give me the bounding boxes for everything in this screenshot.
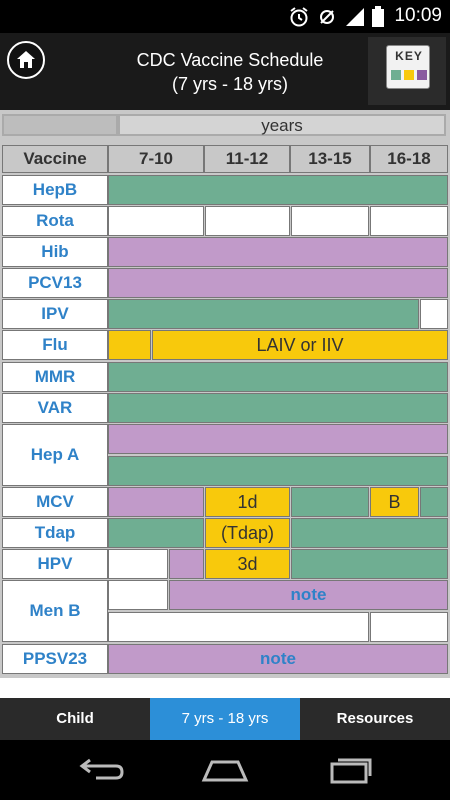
- vaccine-hepb[interactable]: HepB: [2, 175, 108, 205]
- tdap-dose-cell: (Tdap): [205, 518, 290, 548]
- key-button[interactable]: KEY: [368, 37, 446, 105]
- mcv-cell: [420, 487, 448, 517]
- home-nav-icon[interactable]: [200, 758, 250, 784]
- page-subtitle: (7 yrs - 18 yrs): [171, 74, 288, 94]
- rota-cell: [370, 206, 448, 236]
- hpv-cell: [291, 549, 448, 579]
- hib-bar: [108, 237, 448, 267]
- recents-icon[interactable]: [328, 756, 374, 786]
- hepb-bar: [108, 175, 448, 205]
- vaccine-flu[interactable]: Flu: [2, 330, 108, 360]
- ipv-cell: [420, 299, 448, 329]
- men-b-cell: [108, 580, 168, 610]
- flu-cell: [108, 330, 151, 360]
- vaccine-mmr[interactable]: MMR: [2, 362, 108, 392]
- mcv-booster-cell: B: [370, 487, 419, 517]
- tdap-cell: [291, 518, 448, 548]
- rota-cell: [205, 206, 290, 236]
- mcv-cell: [108, 487, 204, 517]
- schedule-table: years Vaccine 7-10 11-12 13-15 16-18 Hep…: [0, 110, 450, 678]
- data-saver-icon: [320, 10, 334, 24]
- key-yellow-swatch: [404, 70, 414, 80]
- home-icon: [17, 51, 35, 68]
- tdap-cell: [108, 518, 204, 548]
- vaccine-hib[interactable]: Hib: [2, 237, 108, 267]
- vaccine-hpv[interactable]: HPV: [2, 549, 108, 579]
- age-column-13-15: 13-15: [290, 145, 370, 173]
- ppsv23-note[interactable]: note: [108, 644, 448, 674]
- spacer: [0, 678, 450, 698]
- header-spacer: [2, 114, 118, 136]
- vaccine-men-b[interactable]: Men B: [2, 580, 108, 642]
- mcv-dose-cell: 1d: [205, 487, 290, 517]
- mcv-cell: [291, 487, 369, 517]
- app-header: CDC Vaccine Schedule (7 yrs - 18 yrs) KE…: [0, 33, 450, 110]
- bottom-tab-bar: Child 7 yrs - 18 yrs Resources: [0, 698, 450, 740]
- hep-a-bar: [108, 424, 448, 454]
- vaccine-mcv[interactable]: MCV: [2, 487, 108, 517]
- mmr-bar: [108, 362, 448, 392]
- battery-icon: [372, 6, 384, 27]
- page-title: CDC Vaccine Schedule: [136, 50, 324, 70]
- var-bar: [108, 393, 448, 423]
- tab-child[interactable]: Child: [56, 710, 94, 727]
- pcv13-bar: [108, 268, 448, 298]
- men-b-cell: [370, 612, 448, 642]
- flu-bar: LAIV or IIV: [152, 330, 448, 360]
- vaccine-var[interactable]: VAR: [2, 393, 108, 423]
- system-nav-bar: [0, 740, 450, 800]
- vaccine-pcv13[interactable]: PCV13: [2, 268, 108, 298]
- hpv-cell: [169, 549, 204, 579]
- status-bar: 10:09: [0, 0, 450, 33]
- ipv-bar: [108, 299, 419, 329]
- key-purple-swatch: [417, 70, 427, 80]
- back-icon[interactable]: [76, 758, 124, 784]
- hep-a-bar: [108, 456, 448, 486]
- vaccine-hep-a[interactable]: Hep A: [2, 424, 108, 486]
- home-button[interactable]: [7, 41, 45, 79]
- rota-cell: [108, 206, 204, 236]
- hpv-dose-cell: 3d: [205, 549, 290, 579]
- key-green-swatch: [391, 70, 401, 80]
- men-b-cell: [108, 612, 369, 642]
- tab-resources[interactable]: Resources: [336, 710, 414, 727]
- tab-7-18-yrs[interactable]: 7 yrs - 18 yrs: [150, 698, 300, 740]
- rota-cell: [291, 206, 369, 236]
- hpv-cell: [108, 549, 168, 579]
- clock: 10:09: [394, 5, 442, 26]
- vaccine-ipv[interactable]: IPV: [2, 299, 108, 329]
- vaccine-column-header: Vaccine: [2, 145, 108, 173]
- alarm-icon: [290, 7, 308, 27]
- key-label: KEY: [395, 49, 423, 63]
- age-column-16-18: 16-18: [370, 145, 448, 173]
- vaccine-tdap[interactable]: Tdap: [2, 518, 108, 548]
- vaccine-ppsv23[interactable]: PPSV23: [2, 644, 108, 674]
- age-column-7-10: 7-10: [108, 145, 204, 173]
- signal-icon: [346, 8, 364, 26]
- years-header: years: [118, 114, 446, 136]
- key-icon: KEY: [386, 45, 430, 89]
- men-b-note[interactable]: note: [169, 580, 448, 610]
- vaccine-rota[interactable]: Rota: [2, 206, 108, 236]
- age-column-11-12: 11-12: [204, 145, 290, 173]
